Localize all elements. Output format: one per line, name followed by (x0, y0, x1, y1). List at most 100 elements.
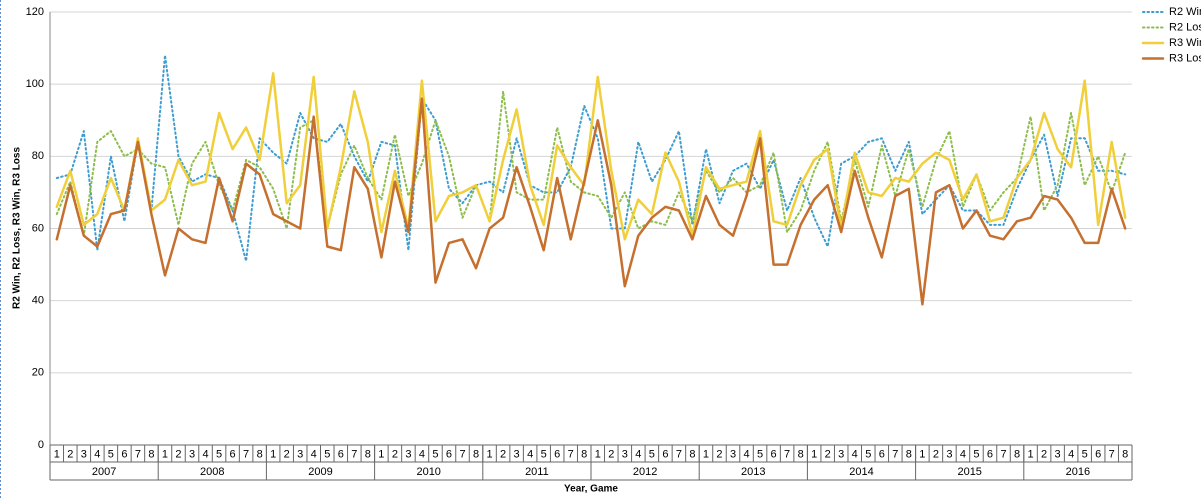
x-tick-label: 6 (338, 448, 344, 460)
x-tick-label: 6 (230, 448, 236, 460)
y-tick-label: 60 (32, 222, 44, 234)
legend-label: R2 Win (1169, 6, 1201, 18)
x-tick-label: 2 (284, 448, 290, 460)
legend-label: R3 Loss (1169, 52, 1201, 64)
x-tick-label: 6 (662, 448, 668, 460)
x-tick-label: 5 (216, 448, 222, 460)
group-label: 2013 (741, 466, 765, 478)
x-tick-label: 1 (378, 448, 384, 460)
x-tick-label: 3 (297, 448, 303, 460)
x-tick-label: 8 (689, 448, 695, 460)
series-line (55, 97, 1127, 306)
x-tick-label: 8 (257, 448, 263, 460)
x-tick-label: 6 (771, 448, 777, 460)
x-tick-label: 5 (108, 448, 114, 460)
x-tick-label: 2 (608, 448, 614, 460)
x-tick-label: 1 (487, 448, 493, 460)
legend-label: R2 Loss (1169, 21, 1201, 33)
group-label: 2010 (416, 466, 440, 478)
x-tick-label: 3 (81, 448, 87, 460)
x-tick-label: 3 (1055, 448, 1061, 460)
x-tick-label: 2 (500, 448, 506, 460)
y-tick-label: 0 (38, 439, 44, 451)
x-tick-label: 5 (757, 448, 763, 460)
y-tick-label: 20 (32, 367, 44, 379)
x-tick-label: 3 (622, 448, 628, 460)
x-tick-label: 8 (906, 448, 912, 460)
x-tick-label: 7 (135, 448, 141, 460)
x-tick-label: 8 (473, 448, 479, 460)
y-axis-label: R2 Win, R2 Loss, R3 Win, R3 Loss (12, 147, 23, 310)
series-line (55, 54, 1127, 262)
x-tick-label: 6 (879, 448, 885, 460)
group-label: 2011 (525, 466, 549, 478)
x-tick-label: 7 (568, 448, 574, 460)
y-tick-label: 100 (26, 78, 44, 90)
y-tick-label: 120 (26, 6, 44, 18)
x-tick-label: 7 (1000, 448, 1006, 460)
x-tick-label: 5 (324, 448, 330, 460)
x-tick-label: 5 (973, 448, 979, 460)
x-tick-label: 1 (703, 448, 709, 460)
x-tick-label: 7 (676, 448, 682, 460)
x-tick-label: 7 (1109, 448, 1115, 460)
x-tick-label: 8 (1122, 448, 1128, 460)
x-tick-label: 2 (1041, 448, 1047, 460)
x-tick-label: 2 (175, 448, 181, 460)
x-tick-label: 4 (743, 448, 749, 460)
y-tick-label: 40 (32, 295, 44, 307)
x-tick-label: 8 (148, 448, 154, 460)
x-tick-label: 8 (581, 448, 587, 460)
x-tick-label: 5 (432, 448, 438, 460)
x-tick-label: 7 (784, 448, 790, 460)
x-tick-label: 4 (202, 448, 208, 460)
x-tick-label: 5 (649, 448, 655, 460)
x-tick-label: 3 (514, 448, 520, 460)
x-tick-label: 3 (189, 448, 195, 460)
group-label: 2014 (849, 466, 873, 478)
group-label: 2007 (92, 466, 116, 478)
x-tick-label: 1 (270, 448, 276, 460)
group-label: 2015 (957, 466, 981, 478)
x-tick-label: 6 (554, 448, 560, 460)
x-tick-label: 7 (459, 448, 465, 460)
x-tick-label: 4 (94, 448, 100, 460)
x-tick-label: 4 (419, 448, 425, 460)
x-tick-label: 2 (825, 448, 831, 460)
x-axis-label: Year, Game (564, 484, 618, 495)
group-label: 2009 (308, 466, 332, 478)
x-tick-label: 8 (798, 448, 804, 460)
x-tick-label: 4 (1068, 448, 1074, 460)
group-label: 2012 (633, 466, 657, 478)
x-tick-label: 1 (162, 448, 168, 460)
x-tick-label: 6 (121, 448, 127, 460)
x-tick-label: 5 (1082, 448, 1088, 460)
x-tick-label: 2 (933, 448, 939, 460)
y-tick-label: 80 (32, 150, 44, 162)
x-tick-label: 4 (635, 448, 641, 460)
legend-label: R3 Win (1169, 37, 1201, 49)
x-tick-label: 7 (351, 448, 357, 460)
x-tick-label: 1 (919, 448, 925, 460)
x-tick-label: 1 (1028, 448, 1034, 460)
x-tick-label: 3 (946, 448, 952, 460)
x-tick-label: 5 (865, 448, 871, 460)
x-tick-label: 4 (311, 448, 317, 460)
x-tick-label: 1 (595, 448, 601, 460)
x-tick-label: 2 (392, 448, 398, 460)
series-line (55, 90, 1127, 237)
x-tick-label: 3 (405, 448, 411, 460)
x-tick-label: 2 (716, 448, 722, 460)
x-tick-label: 8 (1014, 448, 1020, 460)
x-tick-label: 6 (446, 448, 452, 460)
x-tick-label: 3 (730, 448, 736, 460)
x-tick-label: 3 (838, 448, 844, 460)
x-tick-label: 5 (541, 448, 547, 460)
x-tick-label: 7 (243, 448, 249, 460)
x-tick-label: 1 (811, 448, 817, 460)
x-tick-label: 6 (1095, 448, 1101, 460)
x-tick-label: 4 (852, 448, 858, 460)
series-line (55, 72, 1127, 241)
